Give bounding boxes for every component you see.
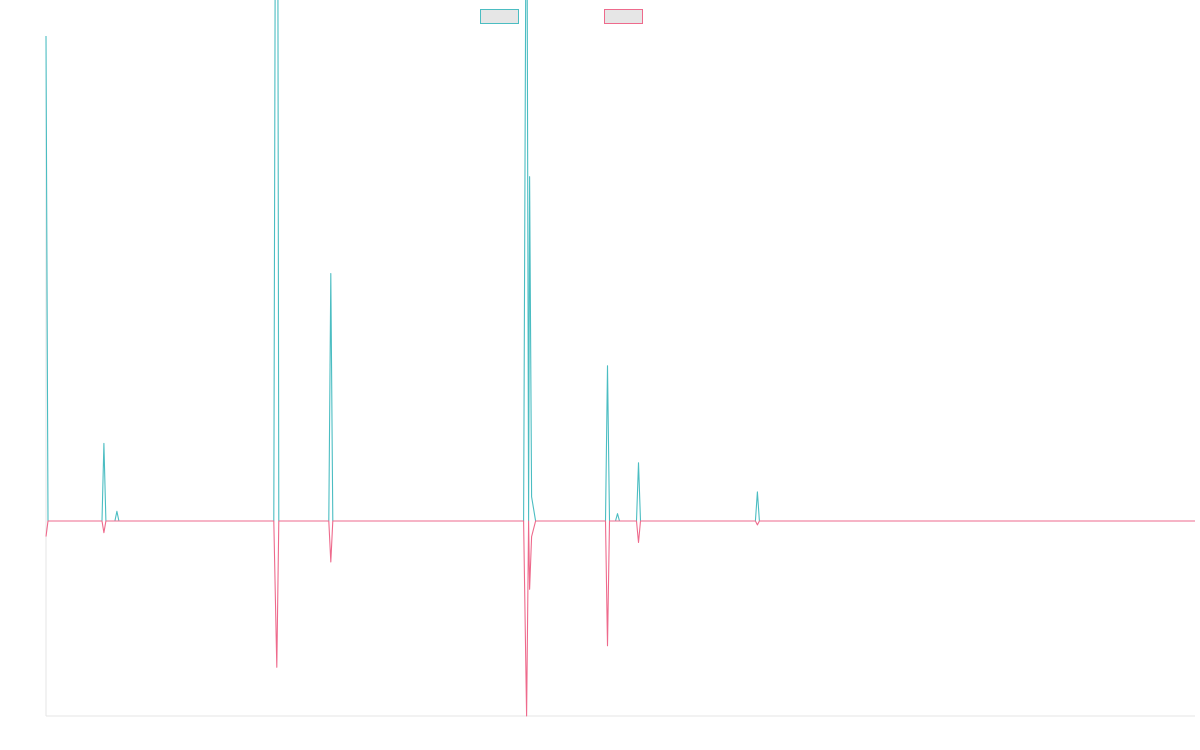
legend-swatch-series-1 — [480, 9, 519, 24]
legend-swatch-series-2 — [604, 9, 643, 24]
series-layer — [45, 0, 1195, 717]
series-line-1 — [45, 0, 1195, 522]
axes — [45, 36, 1195, 717]
series-line-2 — [45, 520, 1195, 717]
legend — [0, 9, 1200, 27]
